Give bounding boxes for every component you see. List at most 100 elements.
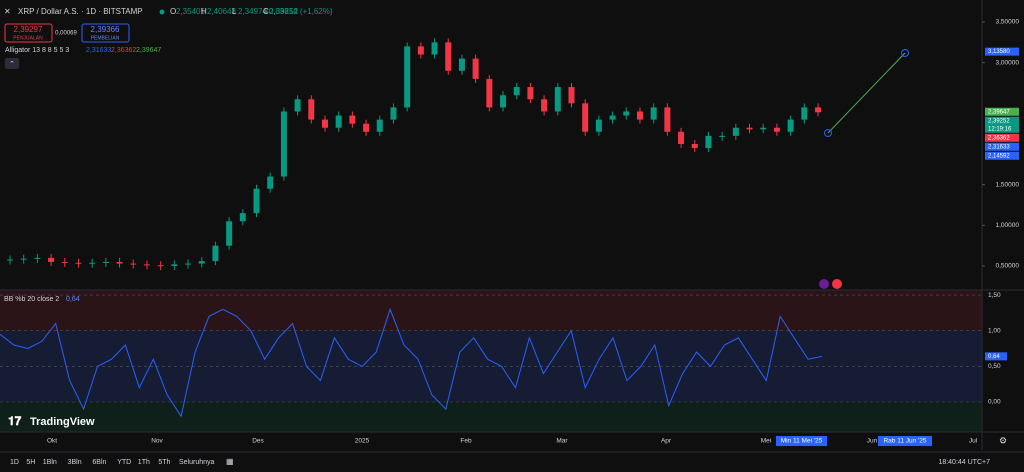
range-button[interactable]: 1Th <box>138 459 150 466</box>
price-flag <box>985 151 1019 160</box>
time-flag-label: Rab 11 Jun '25 <box>883 438 926 445</box>
candle <box>801 107 808 120</box>
candle <box>20 258 27 260</box>
candle <box>623 111 630 116</box>
candle <box>102 261 109 263</box>
price-flag <box>985 47 1019 56</box>
y-tick-label: 3,50000 <box>996 19 1020 26</box>
buy-button[interactable] <box>81 23 130 43</box>
indicator-lips: 2,39647 <box>136 47 161 54</box>
bb-tick-label: 0,00 <box>988 399 1001 406</box>
candle <box>787 119 794 132</box>
symbol: XRP / Dollar A.S. · 1D · BITSTAMP <box>18 7 143 16</box>
candle <box>171 264 178 266</box>
candle <box>363 123 370 132</box>
bb-tick-label: 1,00 <box>988 327 1001 334</box>
candle <box>185 263 192 265</box>
y-tick-label: 1,00000 <box>996 222 1020 229</box>
candle <box>815 107 821 113</box>
candle <box>691 144 698 149</box>
candle <box>431 42 438 55</box>
event-icon[interactable] <box>832 279 842 289</box>
candle <box>48 257 55 262</box>
range-button[interactable]: 6Bln <box>92 459 106 466</box>
candle <box>458 58 465 71</box>
price-flag-label: 3,13580 <box>988 49 1010 55</box>
candle <box>7 259 13 261</box>
candle <box>705 135 712 149</box>
bb-flag <box>985 352 1007 361</box>
market-status <box>159 9 165 15</box>
collapse-icon[interactable]: ✕ <box>4 7 11 16</box>
settings-icon[interactable]: ⚙ <box>999 435 1007 445</box>
time-flag <box>878 436 932 446</box>
candle <box>34 257 41 259</box>
range-button[interactable]: 3Bln <box>68 459 82 466</box>
range-button[interactable]: 1Bln <box>43 459 57 466</box>
candle <box>349 115 356 124</box>
range-button[interactable]: 5Th <box>158 459 170 466</box>
ohlc-key: H <box>201 7 207 16</box>
price-flag-sub: 12:19:16 <box>988 126 1012 132</box>
price-flag-label: 2,31633 <box>988 144 1010 150</box>
collapse-legend[interactable] <box>5 58 19 69</box>
bb-upper-zone <box>0 290 982 331</box>
bb-line <box>0 307 823 418</box>
ohlc-value: 2,34974 <box>238 7 267 16</box>
trend-line[interactable] <box>827 52 906 134</box>
collapse-arrow: ⌃ <box>9 60 15 68</box>
candle <box>280 111 287 177</box>
time-label: Nov <box>151 438 163 445</box>
bb-flag-label: 0,64 <box>988 354 1000 360</box>
candle <box>445 42 452 71</box>
spread: 0,00069 <box>55 31 77 37</box>
logo-mark: 𝟏𝟕 <box>8 414 22 428</box>
time-label: Jul <box>969 438 978 445</box>
time-flag-label: Min 11 Mei '25 <box>781 438 823 445</box>
candle <box>500 95 507 108</box>
range-button[interactable]: 5H <box>26 459 35 466</box>
candle <box>143 264 150 266</box>
sell-button[interactable] <box>4 23 53 43</box>
time-flag <box>776 436 827 446</box>
indicator-teeth: 2,36362 <box>111 47 136 54</box>
y-tick-label: 1,50000 <box>996 181 1020 188</box>
candle <box>650 107 657 120</box>
range-button[interactable]: YTD <box>117 459 131 466</box>
candle <box>554 87 561 112</box>
candle <box>390 107 397 120</box>
date-range-icon[interactable]: ▦ <box>226 457 234 466</box>
ohlc-value: 2,40643 <box>207 7 236 16</box>
ohlc-key: O <box>170 7 176 16</box>
buy-price: 2,39366 <box>91 25 120 34</box>
candle <box>239 213 246 222</box>
trend-handle[interactable] <box>901 49 909 57</box>
candle <box>609 115 616 120</box>
candle <box>116 261 123 264</box>
event-icon[interactable] <box>819 279 829 289</box>
buy-label: PEMBELIAN <box>91 35 120 41</box>
candle <box>472 58 479 79</box>
candle <box>636 111 643 120</box>
price-flag <box>985 133 1019 142</box>
candle <box>773 127 780 132</box>
sell-price: 2,39297 <box>14 25 43 34</box>
time-label: Mar <box>556 438 568 445</box>
candle <box>294 99 301 112</box>
y-tick-label: 0,50000 <box>996 263 1020 270</box>
candle <box>321 119 328 128</box>
change: +0,03814 (+1,62%) <box>264 7 333 16</box>
candle <box>335 115 342 128</box>
price-flag <box>985 116 1019 133</box>
time-label: Des <box>252 438 264 445</box>
candle <box>746 127 753 130</box>
time-label: Jun <box>867 438 878 445</box>
range-button[interactable]: 1D <box>10 459 19 466</box>
trend-handle[interactable] <box>824 129 832 137</box>
logo: TradingView <box>30 416 95 428</box>
candle <box>198 261 205 264</box>
y-tick-label: 3,00000 <box>996 59 1020 66</box>
price-flag-label: 2,39647 <box>988 109 1010 115</box>
range-button[interactable]: Seluruhnya <box>179 459 215 466</box>
